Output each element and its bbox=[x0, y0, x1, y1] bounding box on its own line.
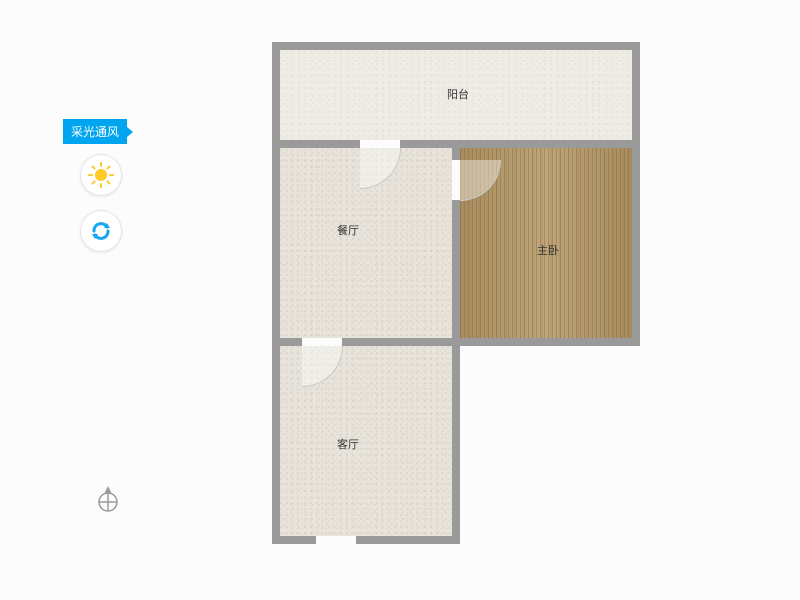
wall bbox=[452, 338, 460, 544]
door-gap bbox=[316, 536, 356, 544]
door-gap bbox=[302, 338, 342, 346]
wall bbox=[272, 338, 460, 346]
label-balcony: 阳台 bbox=[447, 86, 469, 102]
wall bbox=[272, 140, 640, 148]
wall bbox=[272, 536, 460, 544]
door-gap bbox=[452, 160, 460, 200]
wall bbox=[632, 42, 640, 346]
floorplan: 阳台 餐厅 主卧 客厅 bbox=[0, 0, 800, 600]
label-master-bedroom: 主卧 bbox=[537, 242, 559, 258]
door-gap bbox=[360, 140, 400, 148]
label-dining: 餐厅 bbox=[337, 222, 359, 238]
wall bbox=[452, 338, 640, 346]
label-living: 客厅 bbox=[337, 436, 359, 452]
wall bbox=[272, 42, 280, 544]
wall bbox=[272, 42, 640, 50]
